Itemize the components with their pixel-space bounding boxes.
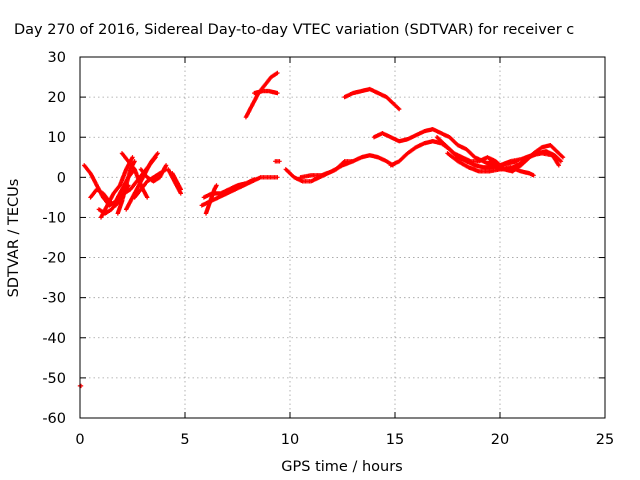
data-point-markers: [138, 163, 169, 184]
y-tick-label: 10: [48, 130, 66, 146]
axis-ticks: [79, 56, 606, 419]
data-trace: [371, 127, 566, 172]
data-point-markers: [445, 151, 536, 178]
data-point-markers: [203, 183, 219, 216]
data-trace: [203, 183, 219, 216]
y-tick-label: 0: [57, 170, 66, 186]
y-tick-label: -50: [42, 371, 66, 387]
x-tick-label: 10: [281, 432, 299, 448]
x-tick-label: 20: [491, 432, 509, 448]
x-tick-label: 0: [75, 432, 84, 448]
chart-title: Day 270 of 2016, Sidereal Day-to-day VTE…: [14, 22, 574, 38]
data-trace: [252, 88, 280, 96]
data-trace: [445, 151, 536, 178]
x-tick-label: 5: [180, 432, 189, 448]
data-point-markers: [298, 159, 356, 180]
y-tick-label: -10: [42, 210, 66, 226]
data-trace: [243, 70, 280, 120]
data-point-markers: [252, 88, 280, 96]
y-tick-label: -30: [42, 291, 66, 307]
data-trace: [342, 86, 402, 112]
plot-frame: [79, 56, 606, 419]
data-point-markers: [170, 171, 183, 192]
data-points: [77, 70, 566, 389]
data-point-markers: [371, 127, 566, 172]
y-tick-label: -60: [42, 411, 66, 427]
data-trace: [273, 159, 282, 164]
x-tick-label: 25: [596, 432, 614, 448]
tick-labels: 0 5 10 15 20 25 30 20 10 0 -10 -20 -30 -40 -50 -60: [42, 50, 614, 448]
data-trace: [487, 151, 561, 168]
y-tick-label: -20: [42, 251, 66, 267]
data-point-markers: [273, 159, 282, 164]
x-axis-label: GPS time / hours: [281, 459, 402, 475]
y-tick-label: -40: [42, 331, 66, 347]
data-trace: [170, 171, 183, 192]
grid-lines: [80, 57, 605, 418]
y-axis-label: SDTVAR / TECUs: [6, 179, 22, 298]
data-point-markers: [487, 151, 561, 168]
y-tick-label: 30: [48, 50, 66, 66]
x-tick-label: 15: [386, 432, 404, 448]
data-trace: [138, 163, 169, 184]
data-trace: [298, 159, 356, 180]
data-point-markers: [342, 86, 402, 112]
y-tick-label: 20: [48, 90, 66, 106]
data-point-markers: [243, 70, 280, 120]
